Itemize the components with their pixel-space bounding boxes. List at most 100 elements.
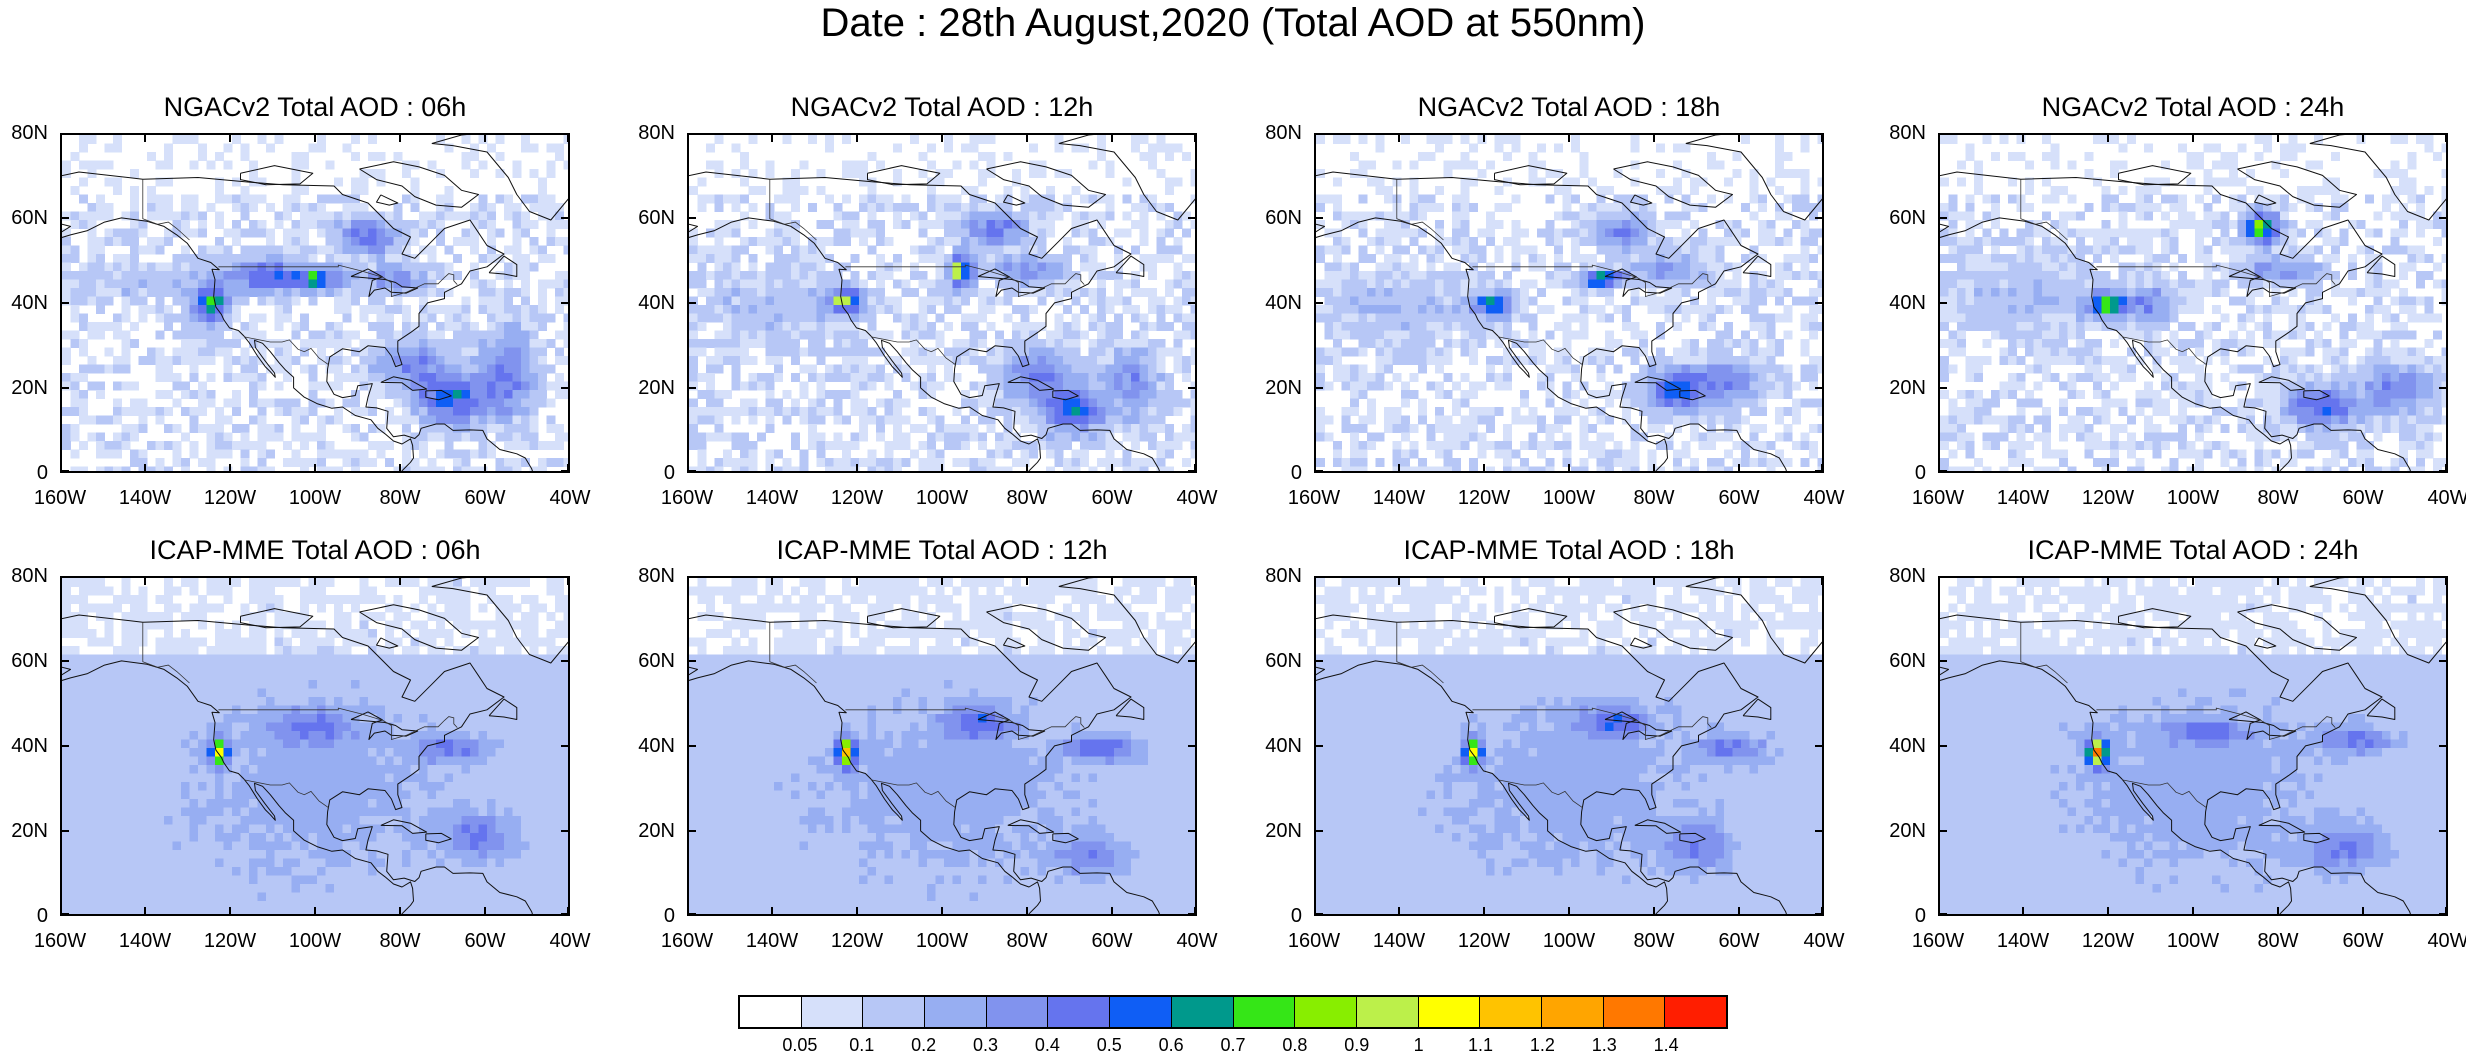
map-panel: NGACv2 Total AOD : 18h 80N 60N 40N 20N 0 160W 1…: [1265, 92, 1844, 509]
lat-tick: [60, 745, 69, 747]
latitude-label: 80N: [1889, 122, 1926, 144]
colorbar-swatch: [1356, 997, 1419, 1027]
latitude-label: 40N: [11, 292, 48, 314]
lon-tick: [1314, 133, 1316, 142]
lat-tick: [1188, 470, 1197, 472]
lon-tick: [1738, 907, 1740, 916]
latitude-label: 40N: [11, 735, 48, 757]
panel-title: NGACv2 Total AOD : 18h: [1417, 92, 1721, 122]
longitude-label: 140W: [1996, 930, 2050, 952]
lon-tick: [1314, 464, 1316, 473]
lat-tick: [1815, 387, 1824, 389]
lat-tick: [2439, 470, 2448, 472]
lat-tick: [561, 133, 570, 135]
lat-tick: [687, 133, 696, 135]
lat-tick: [561, 913, 570, 915]
lat-tick: [1314, 217, 1323, 219]
aod-field-svg: [1940, 135, 2446, 471]
lon-tick: [1483, 133, 1485, 142]
lon-tick: [771, 464, 773, 473]
lat-tick: [60, 217, 69, 219]
lon-tick: [2362, 133, 2364, 142]
lon-tick: [2445, 464, 2447, 473]
lat-tick: [687, 913, 696, 915]
latitude-label: 20N: [1265, 820, 1302, 842]
longitude-label: 160W: [33, 930, 87, 952]
colorbar: [738, 995, 1728, 1029]
lat-tick: [2439, 830, 2448, 832]
longitude-label: 80W: [1006, 930, 1048, 952]
longitude-label: 80W: [2257, 930, 2299, 952]
lon-tick: [1194, 133, 1196, 142]
longitude-label: 120W: [2081, 930, 2135, 952]
lon-tick: [687, 576, 689, 585]
lon-tick: [399, 133, 401, 142]
lat-tick: [2439, 745, 2448, 747]
lon-tick: [2362, 907, 2364, 916]
longitude-label: 160W: [1911, 930, 1965, 952]
lat-tick: [1314, 133, 1323, 135]
lon-tick: [144, 133, 146, 142]
panel-title: NGACv2 Total AOD : 12h: [790, 92, 1094, 122]
lon-tick: [484, 133, 486, 142]
colorbar-label: 1.4: [1653, 1035, 1679, 1055]
lon-tick: [1653, 133, 1655, 142]
lon-tick: [1026, 576, 1028, 585]
longitude-label: 160W: [1287, 487, 1341, 509]
lon-tick: [2362, 576, 2364, 585]
lon-tick: [2277, 133, 2279, 142]
lon-tick: [1568, 133, 1570, 142]
lat-tick: [1815, 217, 1824, 219]
colorbar-swatch: [1541, 997, 1604, 1027]
lat-tick: [561, 470, 570, 472]
lat-tick: [561, 387, 570, 389]
lon-tick: [2022, 464, 2024, 473]
lon-tick: [2022, 133, 2024, 142]
latitude-label: 60N: [638, 207, 675, 229]
colorbar-swatch: [801, 997, 864, 1027]
lat-tick: [1815, 576, 1824, 578]
lat-tick: [687, 470, 696, 472]
lon-tick: [567, 464, 569, 473]
colorbar-label: 1.2: [1529, 1035, 1555, 1055]
lon-tick: [1653, 907, 1655, 916]
latitude-label: 20N: [1889, 820, 1926, 842]
lat-tick: [2439, 913, 2448, 915]
lat-tick: [687, 660, 696, 662]
lon-tick: [2192, 576, 2194, 585]
lon-tick: [567, 907, 569, 916]
country-borders: [142, 622, 458, 809]
lat-tick: [1314, 745, 1323, 747]
lat-tick: [561, 660, 570, 662]
lon-tick: [484, 576, 486, 585]
lat-tick: [2439, 387, 2448, 389]
colorbar-swatch: [863, 997, 926, 1027]
map-panel: ICAP-MME Total AOD : 12h 80N 60N 40N 20N 0 160…: [638, 535, 1217, 952]
lat-tick: [1815, 302, 1824, 304]
aod-field: [689, 135, 1195, 471]
aod-field: [62, 135, 568, 471]
longitude-label: 140W: [118, 487, 172, 509]
colorbar-swatch: [1048, 997, 1111, 1027]
lat-tick: [1938, 913, 1947, 915]
lon-tick: [941, 133, 943, 142]
colorbar-swatch: [986, 997, 1049, 1027]
latitude-label: 20N: [1889, 377, 1926, 399]
longitude-label: 40W: [1176, 930, 1218, 952]
lat-tick: [561, 830, 570, 832]
latitude-label: 80N: [1265, 565, 1302, 587]
colorbar-swatch: [1603, 997, 1666, 1027]
lon-tick: [144, 907, 146, 916]
longitude-label: 140W: [745, 930, 799, 952]
lat-tick: [1938, 302, 1947, 304]
lon-tick: [1938, 907, 1940, 916]
lon-tick: [2107, 133, 2109, 142]
longitude-label: 40W: [1803, 487, 1845, 509]
colorbar-label: 1.3: [1591, 1035, 1617, 1055]
lat-tick: [60, 133, 69, 135]
longitude-label: 40W: [2427, 487, 2466, 509]
lat-tick: [2439, 217, 2448, 219]
longitude-label: 160W: [660, 930, 714, 952]
longitude-label: 120W: [1457, 930, 1511, 952]
lat-tick: [1188, 913, 1197, 915]
